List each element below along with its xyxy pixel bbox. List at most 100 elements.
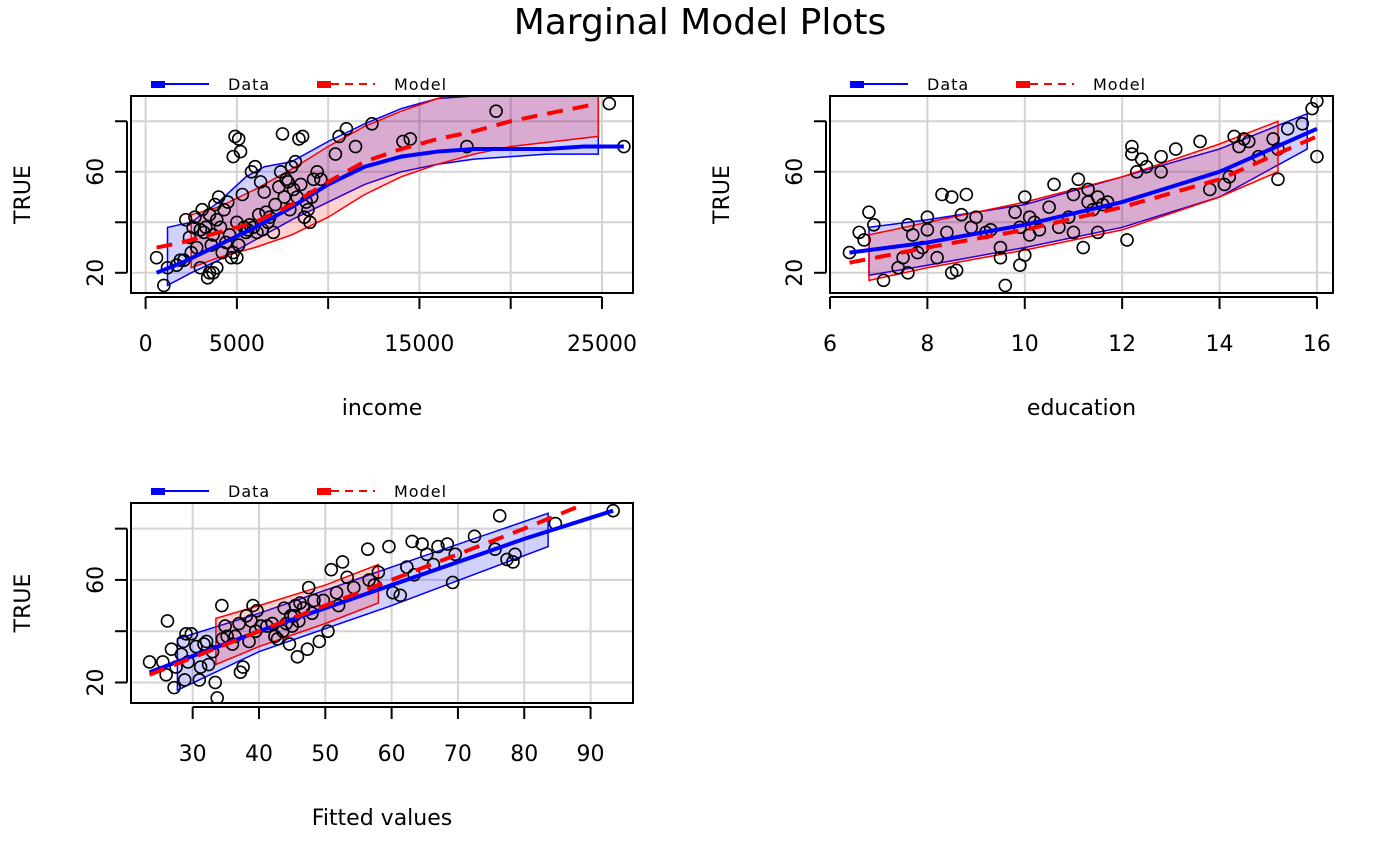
x-tick-label: 50 <box>311 742 339 767</box>
chart-title: Marginal Model Plots <box>513 2 887 43</box>
data-point <box>365 116 379 131</box>
data-point <box>1271 172 1285 187</box>
data-smooth-line <box>155 144 624 275</box>
data-point <box>293 177 308 192</box>
data-point <box>998 278 1013 293</box>
data-point <box>489 104 503 118</box>
panel-income: 0 5000 15000 25000 income 20 60 TRUE Data Model <box>11 75 637 421</box>
data-point <box>419 547 434 562</box>
data-point <box>235 187 250 202</box>
x-tick-label: 16 <box>1303 332 1331 357</box>
data-point <box>177 673 192 687</box>
plot-area <box>149 96 631 293</box>
panel-fitted: 30 40 50 60 70 80 90 Fitted values 20 60 TRUE Data M… <box>11 482 634 831</box>
model-mean-line <box>849 134 1318 265</box>
x-tick-label: 5000 <box>209 332 265 357</box>
data-point <box>371 565 386 580</box>
x-tick-label: 90 <box>577 742 605 767</box>
data-point <box>339 122 354 136</box>
data-point <box>876 273 891 288</box>
x-axis-label: Fitted values <box>312 806 452 831</box>
data-point <box>1134 152 1149 166</box>
data-point <box>303 215 317 230</box>
data-point <box>328 147 343 161</box>
data-point <box>492 509 507 523</box>
y-axis-label: TRUE <box>11 165 36 225</box>
data-point <box>602 96 617 111</box>
data-point <box>218 619 232 633</box>
data-point <box>209 212 224 227</box>
x-tick-label: 6 <box>823 332 837 357</box>
y-tick-label: 60 <box>84 566 109 594</box>
data-point <box>867 218 881 232</box>
data-point <box>1280 122 1295 136</box>
data-point <box>160 614 175 628</box>
data-point <box>233 144 248 159</box>
data-point <box>460 139 474 154</box>
data-point <box>857 233 871 247</box>
data-point <box>290 650 305 664</box>
data-point <box>1125 139 1139 154</box>
legend-model-label: Model <box>1093 75 1146 94</box>
legend-model-label: Model <box>394 482 447 501</box>
data-point <box>1217 177 1232 192</box>
data-point <box>445 575 460 590</box>
data-point <box>1310 149 1324 164</box>
data-point <box>340 570 354 585</box>
data-point <box>1042 200 1056 214</box>
x-tick-label: 14 <box>1206 332 1234 357</box>
data-smooth-line <box>849 127 1318 255</box>
legend: Data Model <box>151 482 447 501</box>
data-point <box>506 555 520 569</box>
y-axis-label: TRUE <box>11 574 36 634</box>
data-point <box>178 212 193 227</box>
data-point <box>431 539 445 554</box>
legend: Data Model <box>850 75 1146 94</box>
data-point <box>332 129 346 144</box>
data-point <box>192 673 207 687</box>
data-point <box>236 660 250 674</box>
data-point <box>1295 116 1310 131</box>
data-point <box>217 202 231 217</box>
data-point <box>230 250 244 265</box>
data-point <box>1066 225 1081 240</box>
data-point <box>188 210 202 225</box>
data-point <box>1154 164 1168 179</box>
data-point <box>901 265 915 280</box>
data-point <box>301 202 315 217</box>
data-point <box>1066 187 1081 202</box>
model-mean-line <box>156 101 599 250</box>
data-point <box>852 225 867 240</box>
x-tick-label: 8 <box>920 332 934 357</box>
y-tick-label: 60 <box>783 158 808 186</box>
y-axis-label: TRUE <box>710 165 735 225</box>
plot-area <box>842 96 1324 293</box>
data-point <box>935 187 949 202</box>
data-point <box>949 263 964 278</box>
data-point <box>386 585 400 600</box>
data-point <box>954 207 969 222</box>
data-point <box>199 220 213 235</box>
data-point <box>275 127 290 141</box>
data-point <box>167 680 181 695</box>
data-point <box>179 626 193 641</box>
data-point <box>268 197 283 212</box>
y-tick-label: 20 <box>783 259 808 287</box>
data-point <box>382 539 396 554</box>
data-point <box>448 547 463 562</box>
data-point <box>1017 248 1032 262</box>
data-point <box>288 154 303 169</box>
legend: Data Model <box>151 75 447 94</box>
data-point <box>440 537 455 551</box>
data-point <box>1008 205 1022 219</box>
data-point <box>1154 149 1168 164</box>
data-point <box>1310 96 1324 108</box>
data-point <box>1047 177 1061 192</box>
legend-model-label: Model <box>394 75 447 94</box>
y-tick-label: 20 <box>84 668 109 696</box>
data-point <box>959 187 974 202</box>
data-point <box>1139 159 1154 174</box>
x-tick-label: 40 <box>245 742 273 767</box>
data-point <box>1222 170 1237 184</box>
